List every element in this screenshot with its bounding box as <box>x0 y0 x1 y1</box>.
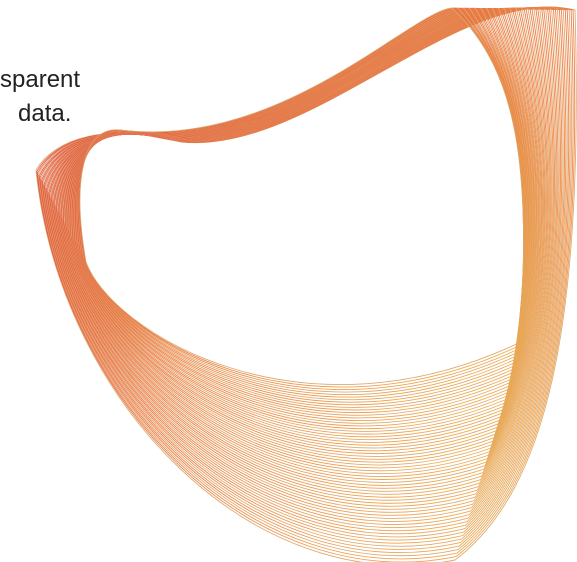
hero-line-1: sparent <box>0 66 81 93</box>
wave-line <box>75 7 526 408</box>
wave-line <box>44 7 562 532</box>
wave-line <box>47 7 557 519</box>
wave-line <box>35 6 577 562</box>
wave-line <box>79 7 526 385</box>
wave-lines <box>35 6 577 562</box>
wave-line <box>49 7 554 513</box>
wave-line <box>42 7 564 538</box>
hero-copy: sparent data. <box>0 62 80 134</box>
wave-line <box>45 7 559 525</box>
wave-line <box>46 7 558 522</box>
wave-line <box>53 7 548 495</box>
wave-line <box>69 8 531 438</box>
wave-line <box>53 7 549 498</box>
wave-line <box>73 7 528 419</box>
wave-line <box>48 7 555 516</box>
hero-line-2: data. <box>18 100 72 127</box>
wave-line <box>54 7 547 492</box>
wave-line <box>41 7 565 541</box>
wave-line <box>36 6 576 562</box>
wave-line <box>43 7 563 535</box>
wave-line <box>55 7 546 489</box>
wave-line <box>45 7 560 528</box>
wave-line <box>56 7 545 486</box>
